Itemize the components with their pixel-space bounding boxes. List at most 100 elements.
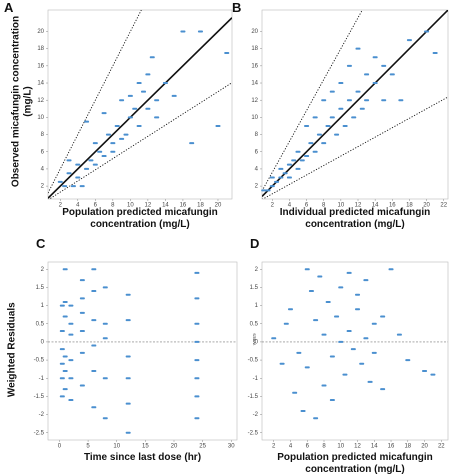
point [194, 297, 200, 300]
point [68, 359, 74, 362]
y-tick-label: 2 [41, 184, 45, 190]
point [194, 340, 200, 343]
x-tick-label: 10 [127, 203, 134, 209]
point [154, 116, 160, 119]
plot-frame [47, 9, 233, 200]
x-tick-label: 4 [289, 444, 293, 450]
point [381, 99, 387, 102]
x-tick-label: 10 [338, 203, 345, 209]
x-tick-label: 6 [305, 203, 309, 209]
point [304, 268, 310, 271]
x-tick-label: 30 [228, 444, 235, 450]
point [312, 116, 318, 119]
point [162, 82, 168, 85]
point [91, 319, 97, 322]
point [346, 330, 352, 333]
point [367, 380, 373, 383]
point [141, 90, 147, 93]
point [295, 167, 301, 170]
point [62, 315, 68, 318]
point [125, 319, 131, 322]
x-tick-label: 15 [142, 444, 149, 450]
point [194, 417, 200, 420]
point [388, 268, 394, 271]
point [59, 395, 65, 398]
point [91, 290, 97, 293]
point [197, 30, 203, 33]
point [334, 133, 340, 136]
point [346, 64, 352, 67]
point [68, 304, 74, 307]
y-tick-label: 1.5 [36, 285, 45, 291]
point [59, 330, 65, 333]
point [329, 355, 335, 358]
point [316, 133, 322, 136]
point [127, 94, 133, 97]
point [338, 286, 344, 289]
point [342, 124, 348, 127]
point [313, 319, 319, 322]
y-tick-label: 4 [255, 167, 259, 173]
point [194, 395, 200, 398]
point [351, 116, 357, 119]
point [102, 286, 108, 289]
point [79, 384, 85, 387]
x-tick-label: 22 [440, 203, 447, 209]
point [363, 337, 369, 340]
x-tick-label: 20 [421, 444, 428, 450]
point [371, 322, 377, 325]
point [430, 373, 436, 376]
x-tick-label: 12 [354, 444, 361, 450]
point [132, 107, 138, 110]
reference-line [48, 82, 232, 199]
point [432, 51, 438, 54]
point [125, 377, 131, 380]
point [68, 322, 74, 325]
x-axis-label: Time since last dose (hr) [83, 452, 202, 463]
y-tick-label: 0.5 [250, 321, 259, 327]
x-tick-label: 16 [180, 203, 187, 209]
point [269, 185, 275, 188]
point [92, 142, 98, 145]
y-tick-label: -1 [253, 376, 259, 382]
point [91, 406, 97, 409]
point [295, 150, 301, 153]
point [355, 308, 361, 311]
point [364, 73, 370, 76]
x-tick-label: 6 [94, 203, 98, 209]
point [308, 290, 314, 293]
point [119, 99, 125, 102]
point [350, 348, 356, 351]
x-tick-label: 2 [271, 203, 275, 209]
point [372, 82, 378, 85]
y-tick-label: 10 [251, 115, 258, 121]
point [102, 377, 108, 380]
point [125, 431, 131, 434]
point [334, 315, 340, 318]
point [189, 142, 195, 145]
y-tick-label: -2 [253, 412, 259, 418]
point [127, 116, 133, 119]
point [145, 107, 151, 110]
point [62, 300, 68, 303]
point [338, 82, 344, 85]
point [66, 159, 72, 162]
reference-line [262, 96, 448, 199]
point [105, 133, 111, 136]
point [342, 373, 348, 376]
point [110, 150, 116, 153]
point [346, 271, 352, 274]
point [398, 99, 404, 102]
point [381, 64, 387, 67]
point [355, 90, 361, 93]
x-tick-label: 18 [197, 203, 204, 209]
point [119, 137, 125, 140]
y-tick-label: 14 [37, 81, 44, 87]
point [265, 189, 271, 192]
y-tick-label: 20 [37, 29, 44, 35]
point [406, 39, 412, 42]
x-tick-label: 22 [438, 444, 445, 450]
point [329, 399, 335, 402]
point [194, 377, 200, 380]
